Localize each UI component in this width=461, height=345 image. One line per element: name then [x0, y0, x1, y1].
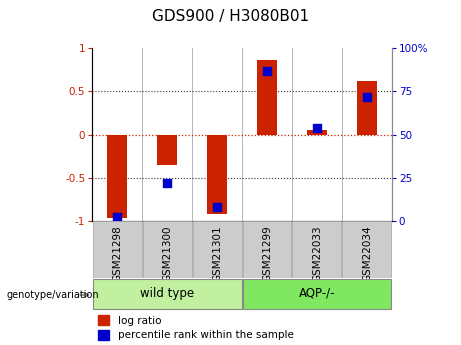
Text: genotype/variation: genotype/variation: [7, 290, 100, 300]
Bar: [98, 315, 109, 325]
Bar: [292, 221, 342, 278]
Text: percentile rank within the sample: percentile rank within the sample: [118, 330, 294, 340]
Bar: [257, 60, 277, 135]
Bar: [357, 81, 377, 135]
Bar: [157, 135, 177, 165]
Text: GSM22034: GSM22034: [362, 225, 372, 282]
Bar: [93, 279, 242, 309]
Point: [113, 215, 121, 220]
Point: [213, 204, 221, 210]
Text: GSM21301: GSM21301: [212, 225, 222, 282]
Text: wild type: wild type: [140, 287, 194, 300]
Bar: [193, 221, 242, 278]
Text: GSM21299: GSM21299: [262, 225, 272, 282]
Bar: [307, 130, 327, 135]
Point: [313, 125, 321, 130]
Point: [363, 94, 371, 99]
Text: AQP-/-: AQP-/-: [299, 287, 335, 300]
Bar: [242, 279, 391, 309]
Bar: [93, 221, 142, 278]
Text: log ratio: log ratio: [118, 316, 161, 326]
Bar: [207, 135, 227, 214]
Bar: [142, 221, 192, 278]
Bar: [343, 221, 391, 278]
Point: [263, 68, 271, 73]
Text: GSM21298: GSM21298: [112, 225, 122, 282]
Text: GSM21300: GSM21300: [162, 225, 172, 282]
Text: GSM22033: GSM22033: [312, 225, 322, 282]
Bar: [242, 221, 291, 278]
Text: GDS900 / H3080B01: GDS900 / H3080B01: [152, 9, 309, 23]
Bar: [98, 330, 109, 340]
Point: [163, 180, 171, 186]
Bar: [107, 135, 127, 218]
